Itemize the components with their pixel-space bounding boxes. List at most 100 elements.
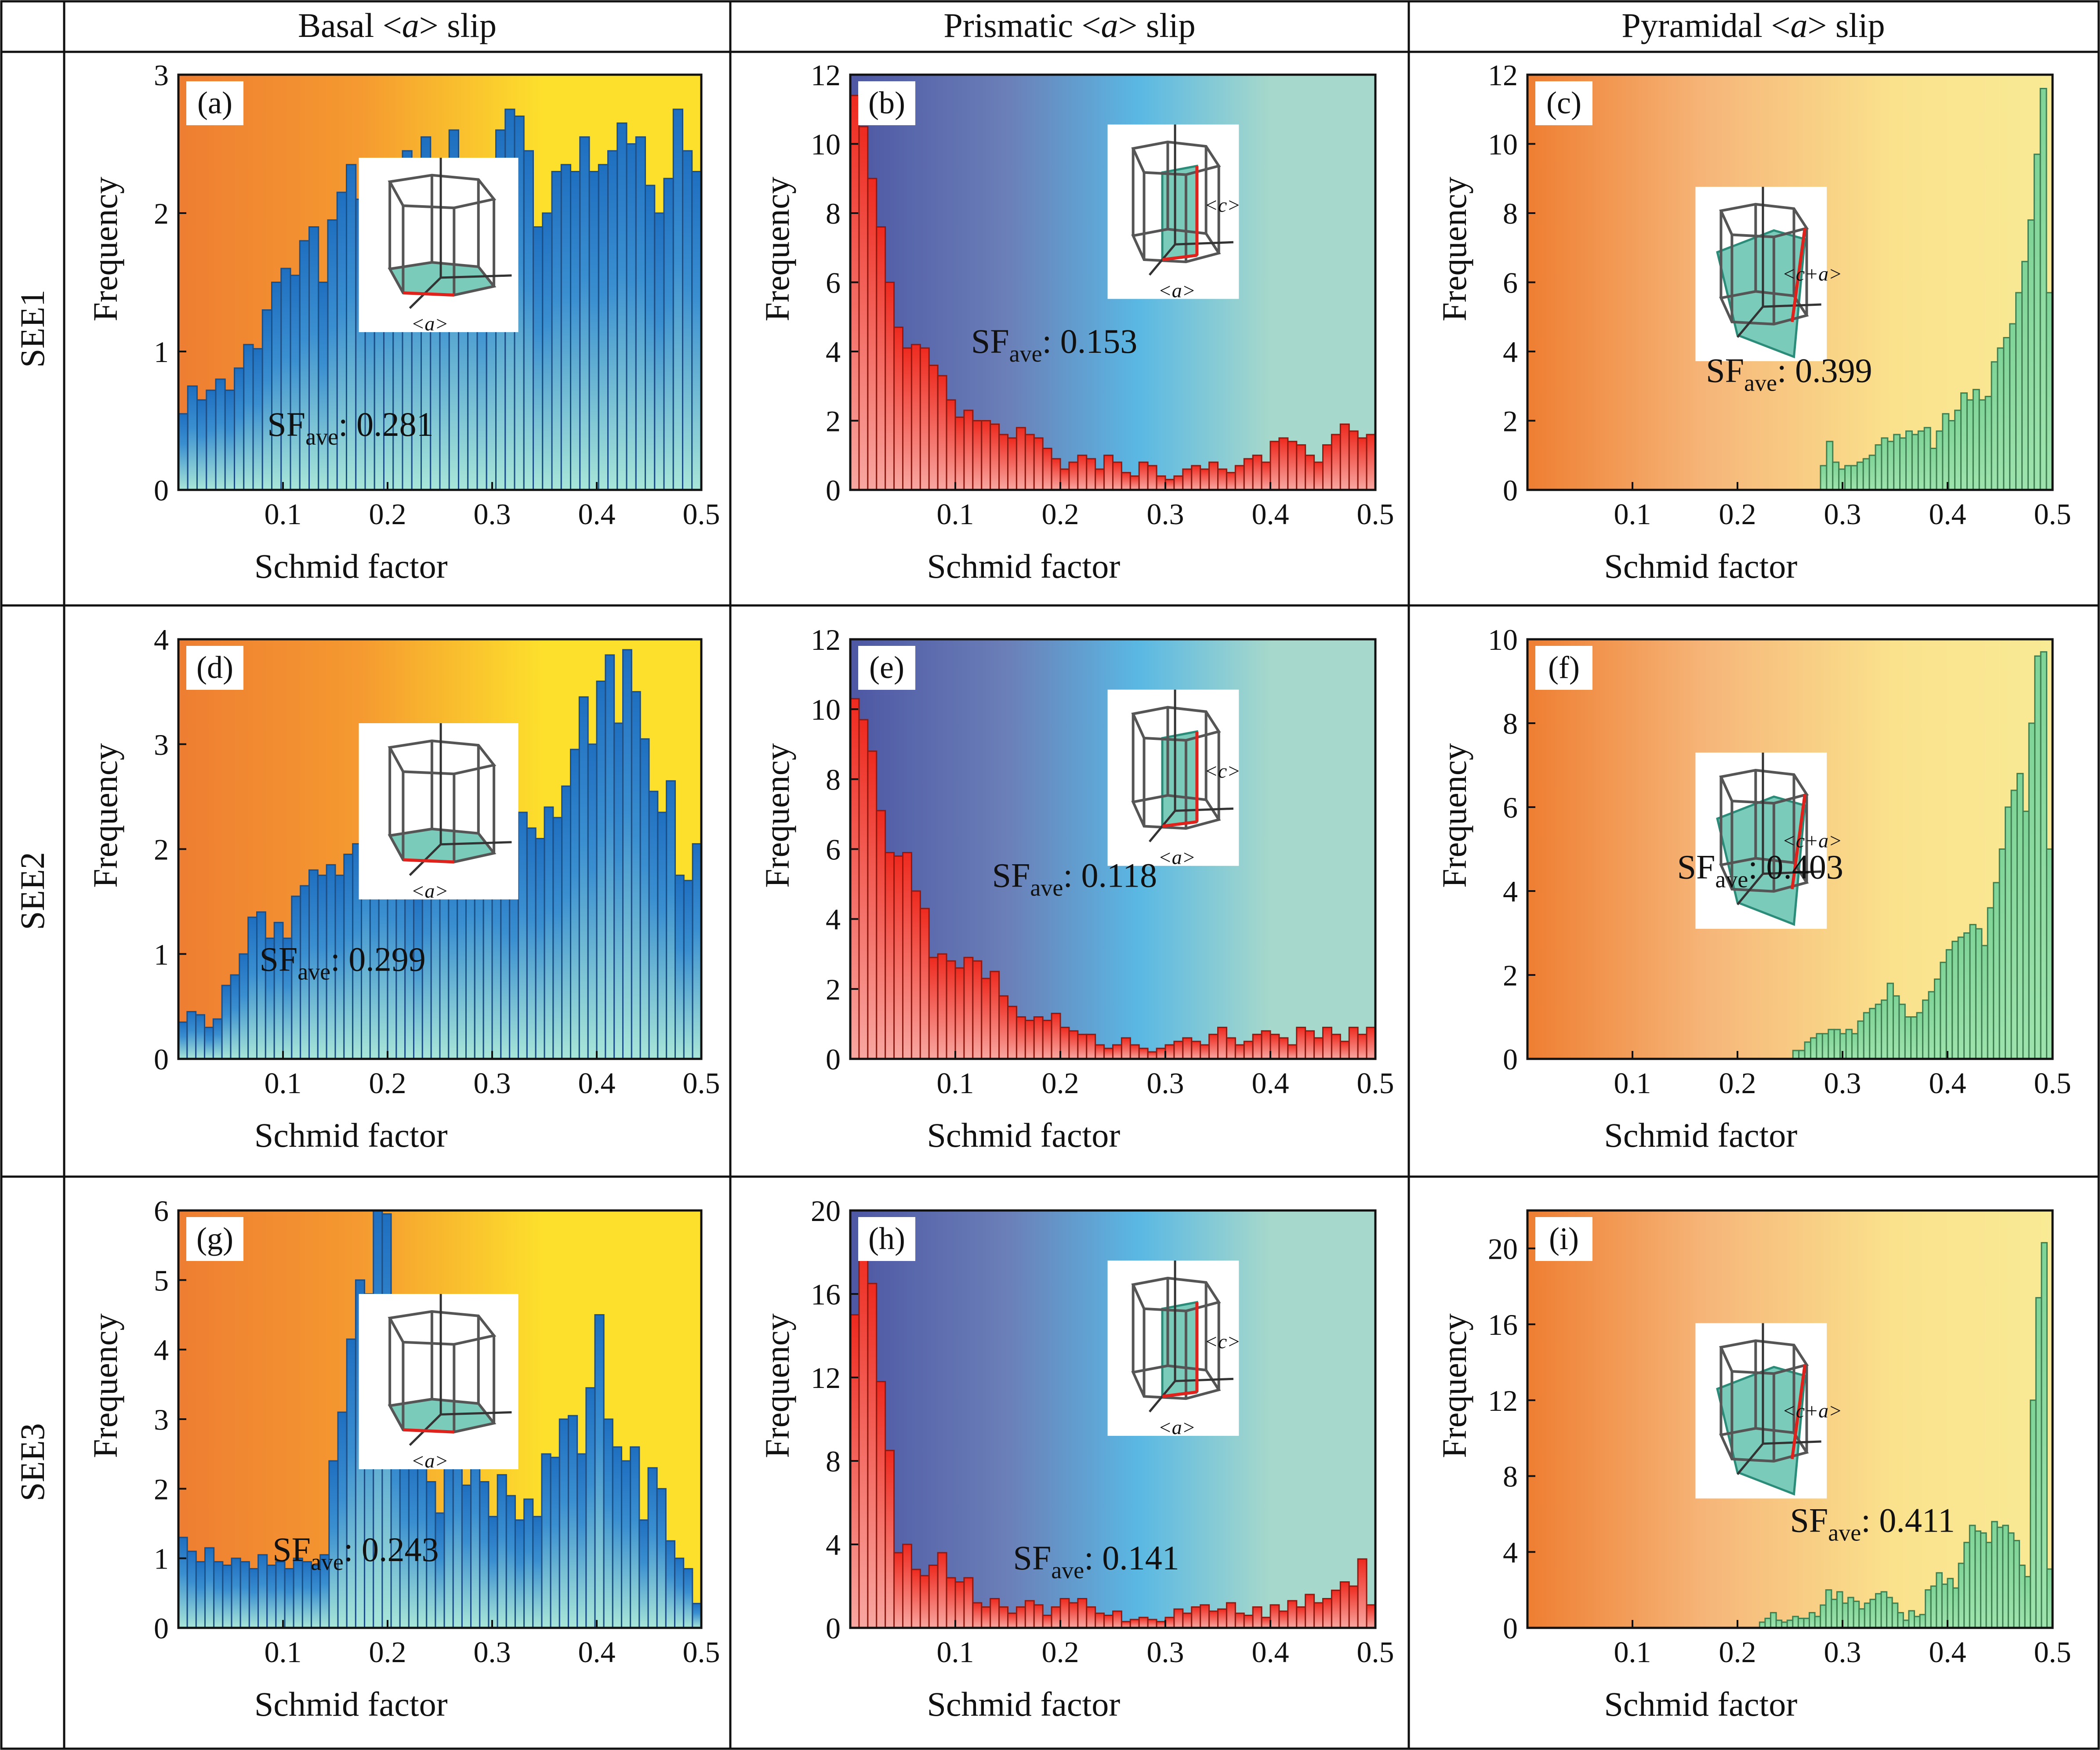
histogram-bar [541, 1453, 551, 1629]
column-headers: Basal <a> slip Prismatic <a> slip Pyrami… [298, 6, 1885, 44]
y-tick-label: 0 [154, 1043, 169, 1076]
x-axis-title: Schmid factor [1604, 1685, 1797, 1723]
histogram-bar [1103, 1047, 1113, 1060]
histogram-bar [1112, 461, 1122, 491]
histogram-bar [1261, 461, 1271, 491]
histogram-bar [963, 957, 974, 1060]
histogram-bar [617, 122, 627, 491]
y-axis-title: Frequency [1435, 177, 1473, 321]
sf-average-label: SFave: 0.153 [971, 322, 1137, 367]
histogram-bar [336, 192, 347, 491]
histogram-bar [1269, 441, 1280, 491]
x-tick-label: 0.5 [2034, 497, 2071, 531]
y-tick-label: 10 [1488, 623, 1518, 656]
histogram-bar [2021, 261, 2029, 491]
x-axis-title: Schmid factor [927, 1116, 1120, 1154]
y-tick-label: 6 [1503, 266, 1518, 300]
histogram-bar [578, 696, 589, 1060]
histogram-bar [1147, 1619, 1157, 1629]
x-tick-label: 0.5 [1357, 1635, 1394, 1669]
histogram-bar [1902, 1620, 1910, 1629]
histogram-bar [1068, 461, 1079, 491]
histogram-bar [1366, 434, 1376, 491]
histogram-bar [1234, 465, 1245, 491]
histogram-bar [1816, 1033, 1823, 1060]
histogram-bar [1864, 1602, 1871, 1629]
histogram-bar [1869, 1598, 1876, 1629]
panel-label-box [858, 81, 915, 125]
y-tick-label: 6 [1503, 791, 1518, 824]
histogram-bar [1993, 882, 2000, 1060]
x-tick-label: 0.1 [265, 497, 302, 531]
histogram-bar [1856, 461, 1864, 491]
histogram-bar [1051, 1606, 1061, 1629]
histogram-bar [946, 1577, 956, 1629]
column-header-basal: Basal <a> slip [298, 6, 497, 44]
histogram-bar [1810, 1037, 1817, 1060]
slip-vector-label: <a> [411, 1449, 448, 1472]
histogram-bar [1287, 441, 1298, 491]
histogram-bar [1103, 454, 1113, 491]
histogram-bar [1922, 999, 1930, 1060]
histogram-bar [1016, 1016, 1026, 1060]
histogram-bar [1798, 1050, 1806, 1060]
sf-average-label: SFave: 0.299 [259, 940, 425, 985]
panel-label: (a) [197, 85, 232, 120]
y-axis-title: Frequency [1435, 743, 1473, 888]
y-tick-label: 10 [811, 128, 841, 161]
panel-f: 0 2 4 6 8 10 0.1 0.2 0.3 0.4 0.5 Schmid factor Frequ… [1435, 623, 2071, 1154]
sf-average-label: SFave: 0.281 [267, 405, 433, 450]
histogram-bar [1086, 458, 1096, 491]
y-tick-label: 0 [826, 1612, 841, 1645]
y-tick-label: 4 [1503, 1536, 1518, 1569]
y-tick-label: 0 [154, 474, 169, 507]
y-tick-label: 0 [1503, 474, 1518, 507]
histogram-bar [1952, 1587, 1959, 1629]
histogram-bar [1208, 461, 1219, 491]
histogram-bar [1945, 949, 1953, 1060]
histogram-bar [271, 282, 282, 491]
histogram-bar [1007, 1006, 1017, 1060]
histogram-bar [579, 136, 590, 491]
histogram-bar [2039, 88, 2047, 491]
y-axis-title: Frequency [758, 177, 796, 321]
histogram-bar [1904, 1016, 1912, 1060]
histogram-bar [972, 960, 983, 1060]
histogram-bar [252, 348, 263, 491]
histogram-bar [234, 367, 245, 491]
y-tick-label: 4 [154, 1333, 169, 1367]
slip-vector [1790, 1364, 1806, 1460]
histogram-bar [1164, 478, 1175, 491]
y-tick-label: 4 [1503, 335, 1518, 369]
histogram-bar [1191, 1606, 1201, 1629]
histogram-bar [1974, 1530, 1981, 1629]
x-tick-label: 0.4 [578, 497, 616, 531]
histogram-bar [1825, 1589, 1832, 1629]
histogram-bar [1875, 1004, 1882, 1060]
histogram-bar [2009, 323, 2017, 491]
inset-frame [359, 158, 519, 332]
histogram-bar [290, 275, 301, 491]
histogram-bar [1972, 389, 1980, 491]
histogram-bar [178, 1021, 188, 1060]
y-tick-label: 8 [1503, 1460, 1518, 1493]
slip-vector-label: <a> [411, 880, 448, 902]
panel-label: (b) [868, 85, 905, 120]
histogram-bar [1252, 1606, 1262, 1629]
histogram-bar [1978, 399, 1986, 491]
histogram-bar [849, 698, 860, 1060]
histogram-bar [1833, 1029, 1841, 1060]
histogram-bar [1068, 1030, 1079, 1060]
y-tick-label: 2 [1503, 959, 1518, 992]
histogram-bar [1792, 1050, 1800, 1060]
histogram-bar [231, 1558, 241, 1629]
histogram-bar [2041, 1242, 2048, 1629]
x-tick-label: 0.3 [1824, 497, 1861, 531]
histogram-bar [1957, 936, 1965, 1060]
histogram-bar [1357, 1558, 1367, 1629]
x-tick-label: 0.2 [1042, 1066, 1079, 1100]
histogram-bar [577, 1453, 587, 1629]
histogram-bar [1875, 1593, 1882, 1629]
x-axis-title: Schmid factor [927, 1685, 1120, 1723]
histogram-bar [1764, 1617, 1771, 1629]
